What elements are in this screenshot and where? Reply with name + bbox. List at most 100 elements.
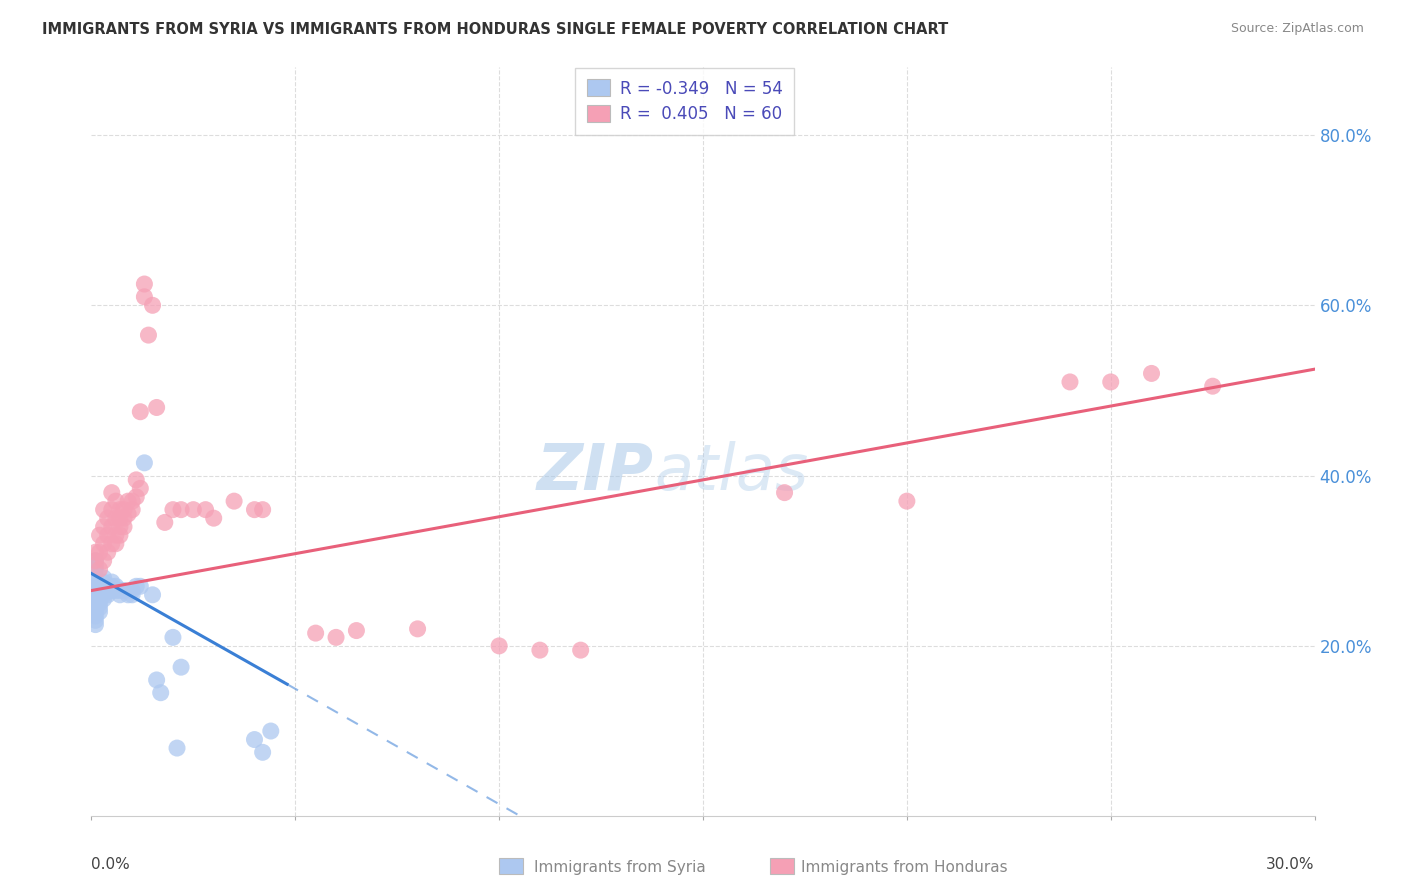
Point [117, 494, 139, 508]
Point [153, 516, 176, 530]
Point [141, 298, 163, 312]
Point [773, 485, 796, 500]
Point [1202, 379, 1225, 393]
Point [89, 600, 111, 615]
Point [89, 579, 111, 593]
Text: 30.0%: 30.0% [1267, 857, 1315, 872]
Point [89, 596, 111, 610]
Text: atlas: atlas [654, 441, 808, 502]
Point [108, 502, 131, 516]
Point [134, 290, 156, 304]
Point [84, 617, 107, 632]
Point [84, 605, 107, 619]
Point [97, 588, 120, 602]
Point [1140, 367, 1163, 381]
Point [84, 600, 107, 615]
Point [108, 583, 131, 598]
Point [93, 574, 115, 589]
Text: ZIP: ZIP [537, 441, 654, 502]
Text: Immigrants from Honduras: Immigrants from Honduras [801, 860, 1008, 874]
Point [145, 673, 167, 687]
Point [108, 528, 131, 542]
Point [243, 502, 266, 516]
Point [89, 592, 111, 607]
Point [149, 686, 172, 700]
Point [89, 583, 111, 598]
Point [1059, 375, 1081, 389]
Point [243, 732, 266, 747]
Point [406, 622, 429, 636]
Point [194, 502, 217, 516]
Point [183, 502, 205, 516]
Point [84, 609, 107, 624]
Point [129, 482, 152, 496]
Point [260, 724, 283, 739]
Point [325, 631, 347, 645]
Point [112, 502, 135, 516]
Point [141, 588, 163, 602]
Point [84, 562, 107, 576]
Point [101, 519, 124, 533]
Point [170, 660, 193, 674]
Point [93, 583, 115, 598]
Point [84, 554, 107, 568]
Point [84, 554, 107, 568]
Point [97, 583, 120, 598]
Point [89, 528, 111, 542]
Point [84, 579, 107, 593]
Text: Source: ZipAtlas.com: Source: ZipAtlas.com [1230, 22, 1364, 36]
Point [89, 588, 111, 602]
Point [93, 592, 115, 607]
Point [104, 583, 127, 598]
Point [304, 626, 326, 640]
Point [104, 579, 127, 593]
Point [101, 579, 124, 593]
Point [129, 405, 152, 419]
Point [529, 643, 551, 657]
Point [896, 494, 918, 508]
Point [89, 545, 111, 559]
Point [569, 643, 592, 657]
Point [104, 537, 127, 551]
Point [202, 511, 225, 525]
Point [84, 583, 107, 598]
Point [97, 511, 120, 525]
Point [93, 537, 115, 551]
Point [101, 502, 124, 516]
Text: 0.0%: 0.0% [91, 857, 131, 872]
Point [166, 741, 188, 756]
Point [145, 401, 167, 415]
Point [84, 596, 107, 610]
Text: Immigrants from Syria: Immigrants from Syria [534, 860, 706, 874]
Point [108, 511, 131, 525]
Point [93, 519, 115, 533]
Point [488, 639, 510, 653]
Point [104, 528, 127, 542]
Point [101, 574, 124, 589]
Point [252, 745, 274, 759]
Point [84, 613, 107, 627]
Legend: R = -0.349   N = 54, R =  0.405   N = 60: R = -0.349 N = 54, R = 0.405 N = 60 [575, 68, 794, 135]
Point [117, 507, 139, 521]
Point [97, 528, 120, 542]
Text: IMMIGRANTS FROM SYRIA VS IMMIGRANTS FROM HONDURAS SINGLE FEMALE POVERTY CORRELAT: IMMIGRANTS FROM SYRIA VS IMMIGRANTS FROM… [42, 22, 949, 37]
Point [125, 490, 148, 504]
Point [104, 494, 127, 508]
Point [84, 592, 107, 607]
Point [346, 624, 368, 638]
Point [101, 537, 124, 551]
Point [84, 574, 107, 589]
Point [1099, 375, 1122, 389]
Point [97, 579, 120, 593]
Point [104, 511, 127, 525]
Point [93, 579, 115, 593]
Point [97, 545, 120, 559]
Point [112, 519, 135, 533]
Point [117, 588, 139, 602]
Point [252, 502, 274, 516]
Point [108, 519, 131, 533]
Point [134, 456, 156, 470]
Point [93, 502, 115, 516]
Point [84, 558, 107, 572]
Point [84, 571, 107, 585]
